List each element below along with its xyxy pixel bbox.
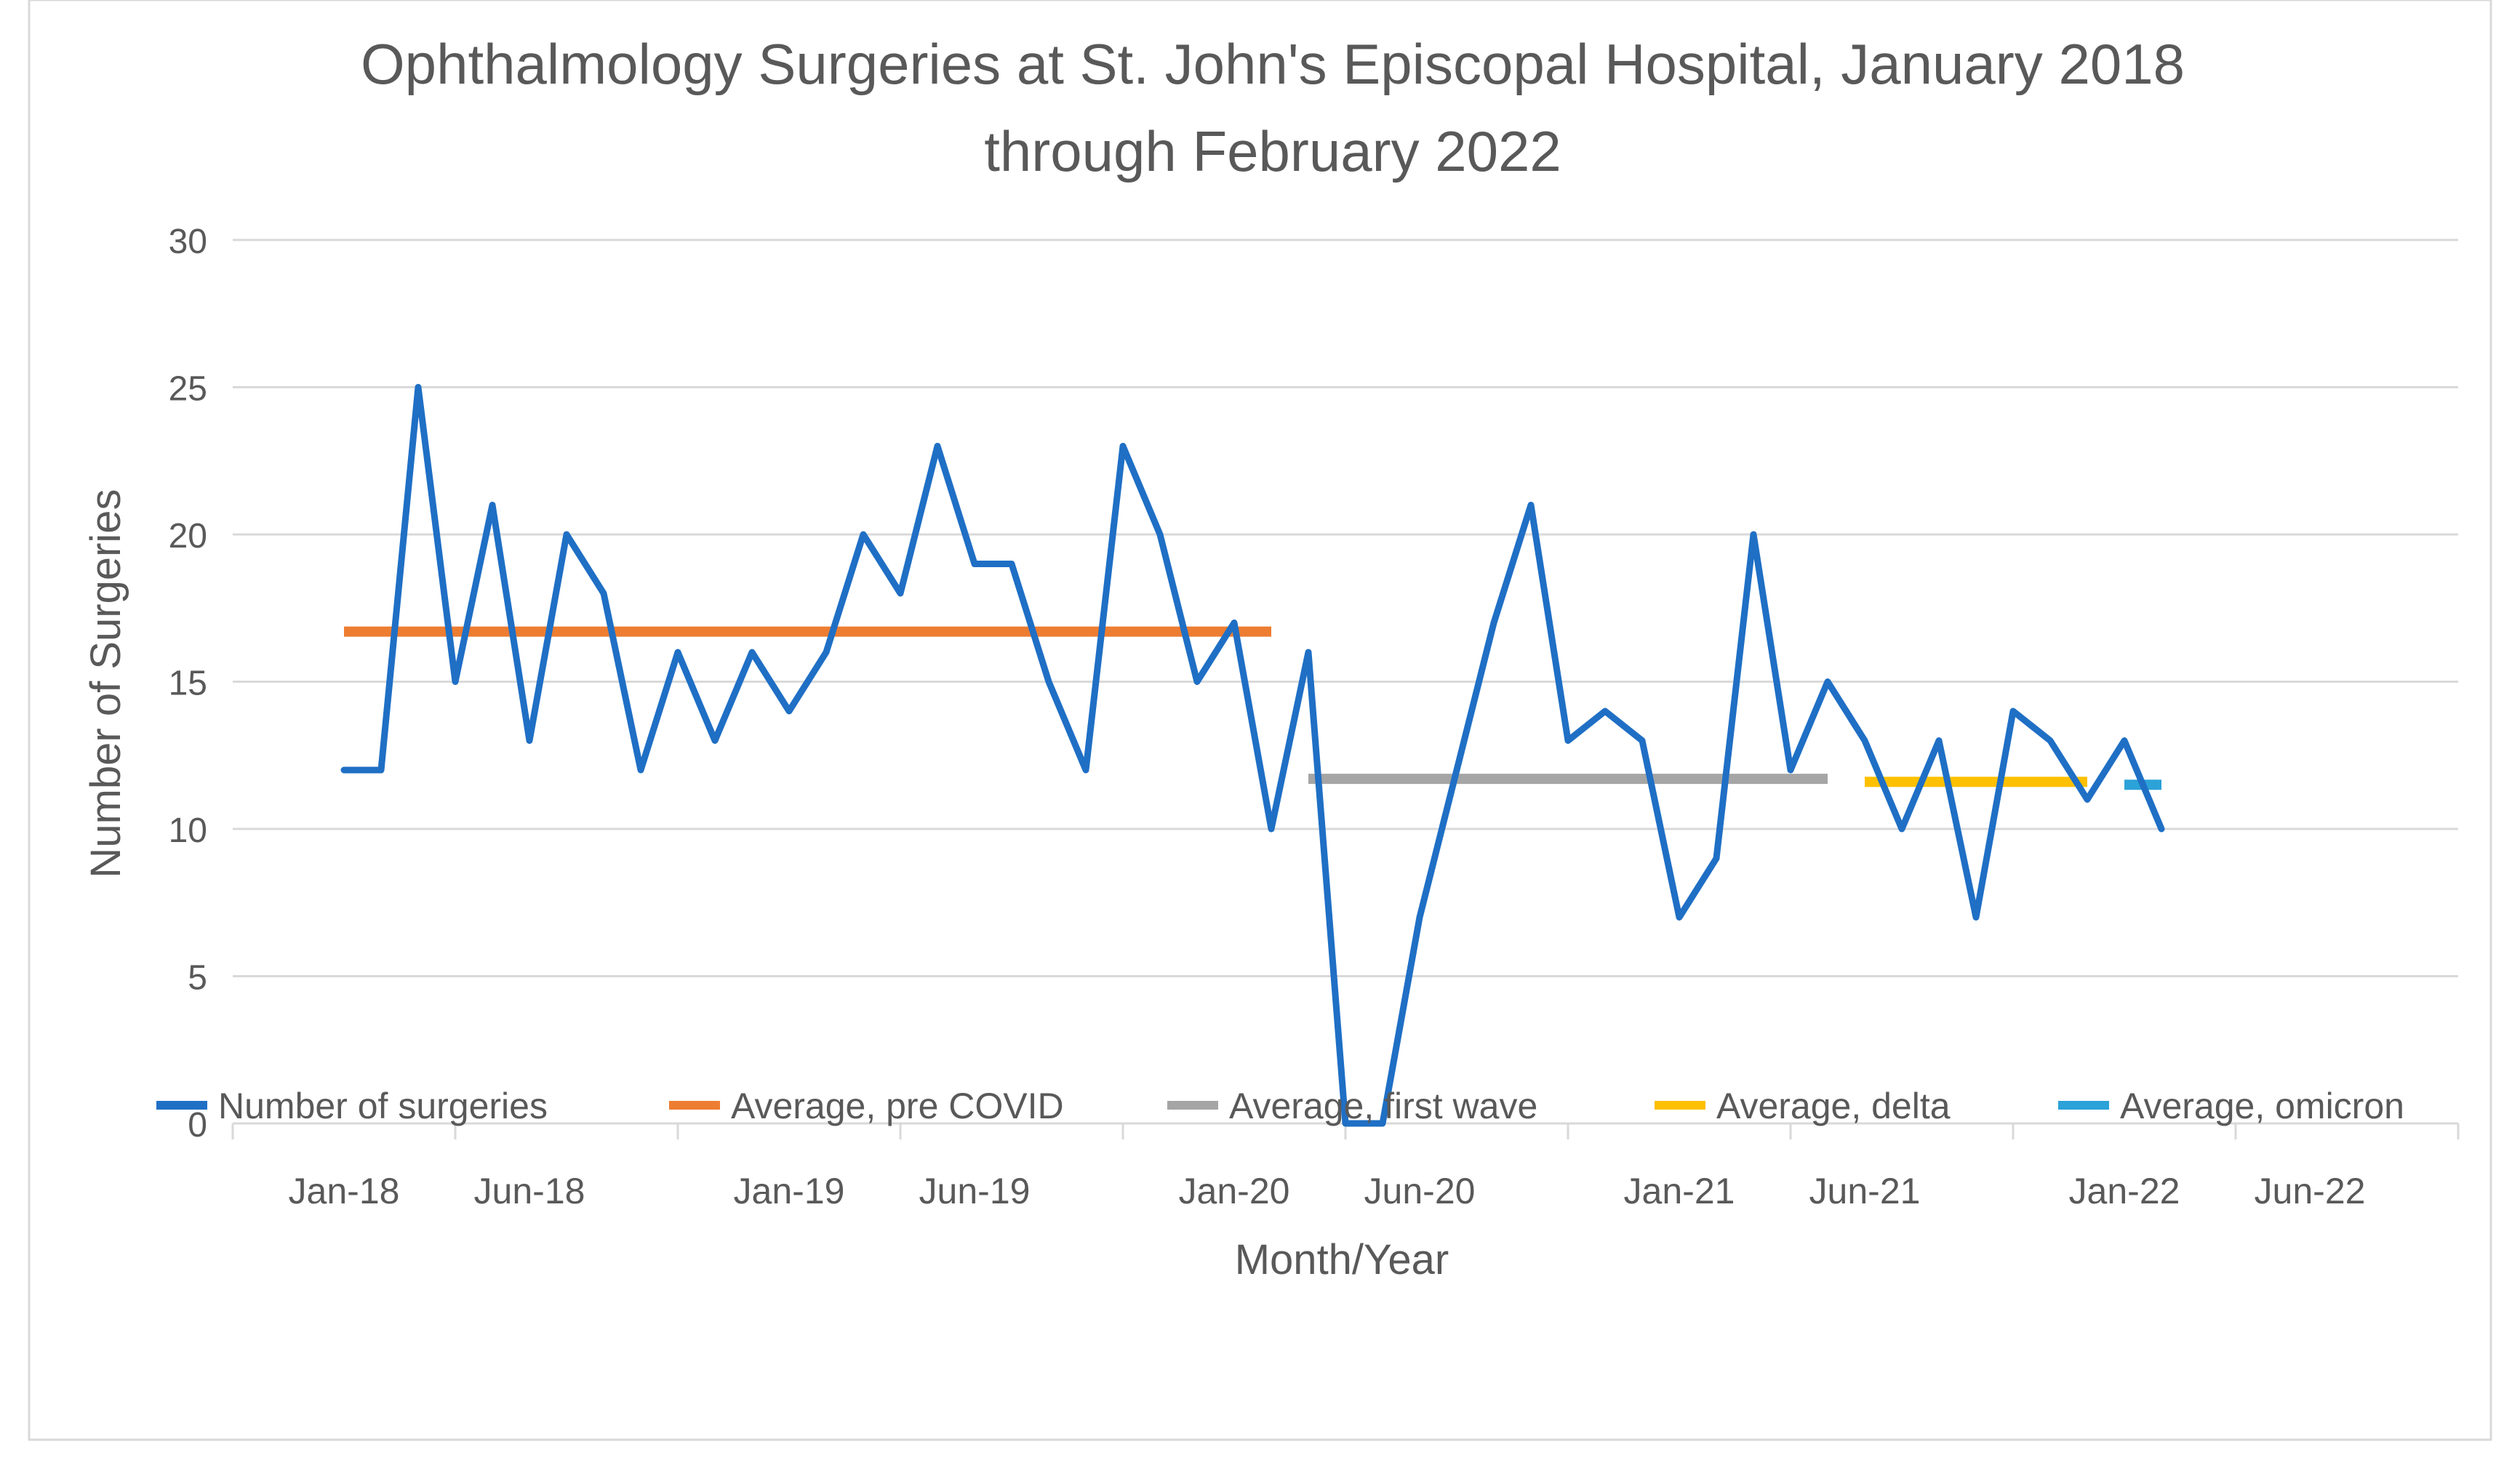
legend-label-2: Average, first wave	[1229, 1086, 1537, 1126]
y-tick-label-20: 20	[169, 517, 207, 556]
y-tick-label-0: 0	[188, 1106, 207, 1145]
x-tick-label-Jan-18: Jan-18	[289, 1171, 400, 1211]
legend-label-0: Number of surgeries	[218, 1086, 548, 1126]
x-tick-label-Jan-19: Jan-19	[734, 1171, 845, 1211]
chart-title-line1: Ophthalmology Surgeries at St. John's Ep…	[361, 32, 2185, 96]
chart-area-border	[28, 0, 2492, 1441]
legend: Number of surgeries Average, pre COVID Ave…	[156, 1086, 2404, 1126]
legend-label-3: Average, delta	[1716, 1086, 1951, 1126]
series-line-number-of-surgeries	[340, 384, 2165, 1127]
x-tick-label-Jan-20: Jan-20	[1179, 1171, 1290, 1211]
y-tick-label-30: 30	[169, 223, 207, 261]
y-axis-title: Number of Surgeries	[82, 489, 129, 878]
gridlines	[233, 239, 2458, 977]
legend-label-1: Average, pre COVID	[731, 1086, 1064, 1126]
axes: 0 5 10 15 20 25 30 Jan-18 Jun-18 Jan-19 Jun-19 Jan-…	[169, 223, 2460, 1211]
series-lines	[340, 384, 2165, 1127]
x-tick-label-Jun-18: Jun-18	[474, 1171, 585, 1211]
x-tick-label-Jun-19: Jun-19	[919, 1171, 1031, 1211]
y-tick-label-10: 10	[169, 811, 207, 850]
x-axis-title: Month/Year	[1235, 1236, 1449, 1283]
x-tick-label-Jun-21: Jun-21	[1809, 1171, 1921, 1211]
x-tick-label-Jan-22: Jan-22	[2069, 1171, 2180, 1211]
x-tick-label-Jun-22: Jun-22	[2255, 1171, 2366, 1211]
y-tick-label-15: 15	[169, 665, 207, 703]
x-tick-label-Jan-21: Jan-21	[1624, 1171, 1735, 1211]
x-tick-label-Jun-20: Jun-20	[1364, 1171, 1476, 1211]
y-tick-label-25: 25	[169, 370, 207, 409]
legend-label-4: Average, omicron	[2120, 1086, 2404, 1126]
chart-title-line2: through February 2022	[984, 119, 1561, 183]
y-tick-label-5: 5	[188, 959, 207, 998]
